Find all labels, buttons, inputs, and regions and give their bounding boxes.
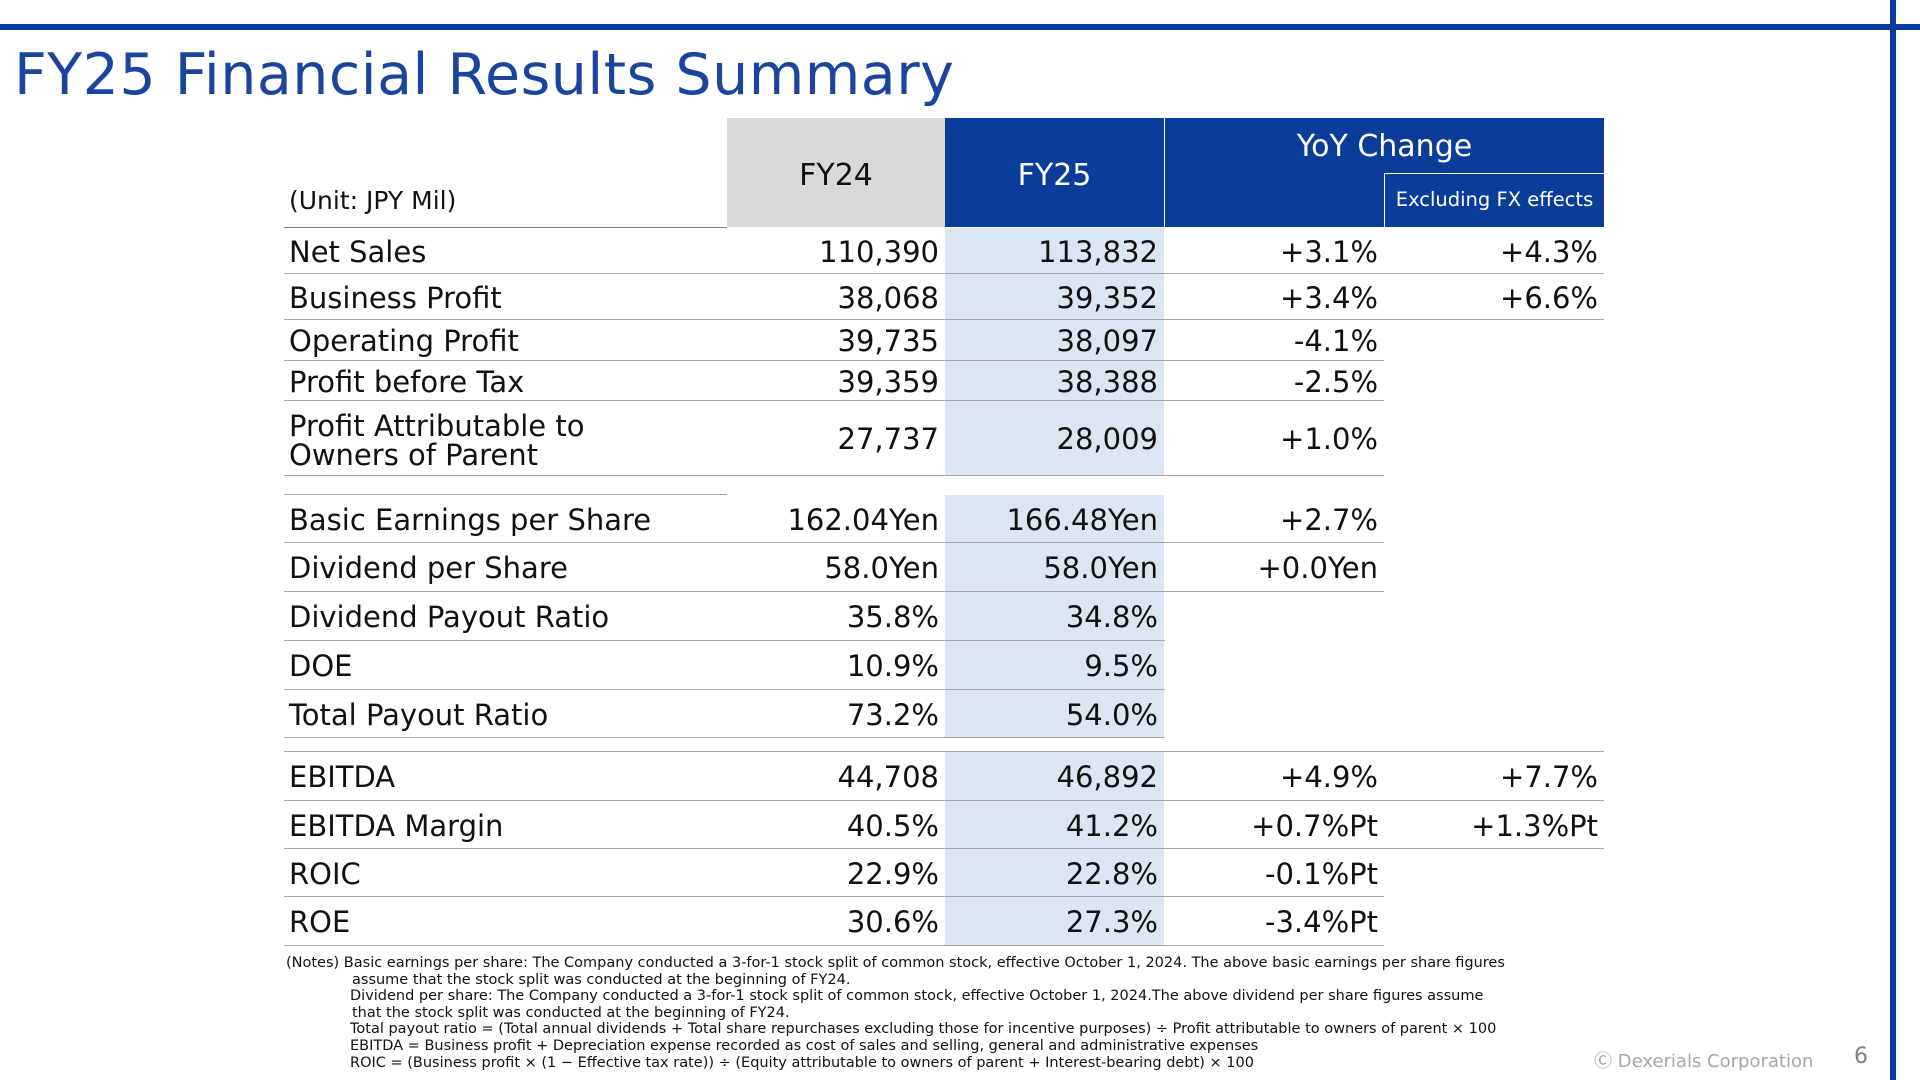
- row-label: ROIC: [289, 857, 361, 891]
- fy24-value: 58.0Yen: [824, 551, 939, 585]
- right-rule: [1890, 0, 1896, 1080]
- row-label: Operating Profit: [289, 324, 519, 358]
- row-divider: [284, 542, 1384, 543]
- fy25-value: 166.48Yen: [1006, 503, 1158, 537]
- fy24-value: 110,390: [819, 235, 939, 269]
- fy24-value: 39,359: [837, 365, 939, 399]
- yoy-value: -2.5%: [1293, 365, 1378, 399]
- group-divider: [284, 494, 727, 495]
- header-excl-fx: Excluding FX effects: [1395, 188, 1594, 211]
- excl-fx-value: +7.7%: [1500, 760, 1598, 794]
- note-line: that the stock split was conducted at th…: [352, 1004, 790, 1021]
- row-divider: [284, 737, 1165, 738]
- excl-fx-value: +6.6%: [1500, 281, 1598, 315]
- excl-fx-value: +4.3%: [1500, 235, 1598, 269]
- fy25-value: 54.0%: [1065, 698, 1158, 732]
- top-rule: [0, 24, 1920, 30]
- notes: (Notes) Basic earnings per share: The Co…: [286, 955, 1505, 1071]
- page-title: FY25 Financial Results Summary: [14, 42, 955, 108]
- row-divider: [284, 400, 1384, 401]
- header-divider: [284, 227, 727, 228]
- page-number: 6: [1854, 1044, 1868, 1069]
- fy24-value: 73.2%: [846, 698, 939, 732]
- note-line: assume that the stock split was conducte…: [352, 971, 851, 988]
- row-label: Net Sales: [289, 235, 427, 269]
- row-divider: [284, 945, 1384, 946]
- row-label: EBITDA: [289, 760, 396, 794]
- row-divider: [284, 689, 1165, 690]
- header-fy25-cell: FY25: [945, 118, 1164, 227]
- row-label: Total Payout Ratio: [289, 698, 549, 732]
- header-fy25: FY25: [1017, 158, 1092, 193]
- fy24-value: 38,068: [837, 281, 939, 315]
- fy25-value: 27.3%: [1065, 905, 1158, 939]
- row-label: Dividend per Share: [289, 551, 568, 585]
- row-label: Dividend Payout Ratio: [289, 600, 610, 634]
- row-divider: [284, 896, 1384, 897]
- row-label-line2: Owners of Parent: [289, 438, 539, 472]
- yoy-value: +0.7%Pt: [1251, 809, 1378, 843]
- fy25-value: 39,352: [1056, 281, 1158, 315]
- fy24-value: 22.9%: [846, 857, 939, 891]
- row-label: Business Profit: [289, 281, 502, 315]
- row-label: DOE: [289, 649, 353, 683]
- note-line: EBITDA = Business profit + Depreciation …: [350, 1037, 1259, 1054]
- note-line: Dividend per share: The Company conducte…: [350, 988, 1484, 1005]
- fy25-value: 58.0Yen: [1043, 551, 1158, 585]
- fy25-value: 22.8%: [1065, 857, 1158, 891]
- row-divider: [284, 591, 1384, 592]
- fy25-column-band: [945, 228, 1164, 476]
- fy25-value: 28,009: [1056, 422, 1158, 456]
- row-label: Profit Attributable to: [289, 409, 585, 443]
- fy24-value: 162.04Yen: [787, 503, 939, 537]
- fy24-value: 10.9%: [846, 649, 939, 683]
- row-divider: [284, 640, 1165, 641]
- row-divider: [284, 273, 1604, 274]
- header-fy24: FY24: [799, 158, 873, 193]
- header-excl-fx-cell: Excluding FX effects: [1384, 173, 1604, 227]
- yoy-value: +0.0Yen: [1257, 551, 1378, 585]
- row-divider: [284, 319, 1604, 320]
- group-divider: [284, 751, 1604, 752]
- note-line: Total payout ratio = (Total annual divid…: [350, 1021, 1497, 1038]
- fy24-value: 40.5%: [846, 809, 939, 843]
- row-divider: [284, 475, 1384, 476]
- fy25-value: 34.8%: [1065, 600, 1158, 634]
- row-divider: [284, 800, 1604, 801]
- fy25-value: 38,097: [1056, 324, 1158, 358]
- row-label: EBITDA Margin: [289, 809, 504, 843]
- yoy-value: +4.9%: [1280, 760, 1378, 794]
- yoy-value: +2.7%: [1280, 503, 1378, 537]
- row-divider: [284, 848, 1604, 849]
- fy25-value: 9.5%: [1084, 649, 1158, 683]
- row-label: Basic Earnings per Share: [289, 503, 652, 537]
- yoy-value: -4.1%: [1293, 324, 1378, 358]
- fy25-value: 41.2%: [1065, 809, 1158, 843]
- header-fy24-cell: FY24: [727, 118, 945, 227]
- copyright: Ⓒ Dexerials Corporation: [1594, 1051, 1814, 1072]
- fy24-value: 27,737: [837, 422, 939, 456]
- yoy-value: +3.4%: [1280, 281, 1378, 315]
- fy24-value: 30.6%: [846, 905, 939, 939]
- yoy-value: -3.4%Pt: [1265, 905, 1378, 939]
- header-yoy: YoY Change: [1296, 129, 1473, 164]
- fy24-value: 35.8%: [846, 600, 939, 634]
- row-divider: [284, 360, 1384, 361]
- yoy-value: +1.0%: [1280, 422, 1378, 456]
- fy24-value: 39,735: [837, 324, 939, 358]
- fy25-value: 46,892: [1056, 760, 1158, 794]
- note-line: ROIC = (Business profit × (1 − Effective…: [350, 1054, 1254, 1071]
- row-label: ROE: [289, 905, 351, 939]
- excl-fx-value: +1.3%Pt: [1471, 809, 1598, 843]
- yoy-value: -0.1%Pt: [1265, 857, 1378, 891]
- fy25-value: 38,388: [1056, 365, 1158, 399]
- fy24-value: 44,708: [837, 760, 939, 794]
- yoy-value: +3.1%: [1280, 235, 1378, 269]
- fy25-column-band: [945, 495, 1164, 738]
- fy25-value: 113,832: [1038, 235, 1158, 269]
- fy25-column-band: [945, 752, 1164, 946]
- note-line: (Notes) Basic earnings per share: The Co…: [286, 955, 1505, 971]
- row-label: Profit before Tax: [289, 365, 525, 399]
- unit-label: (Unit: JPY Mil): [289, 186, 457, 215]
